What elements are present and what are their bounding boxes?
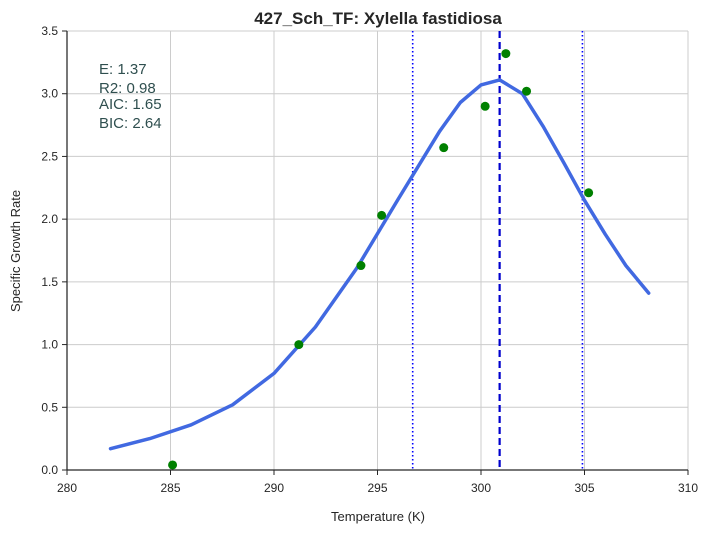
data-points [168, 49, 594, 470]
x-ticks: 280 285 290 295 300 305 310 [57, 470, 698, 495]
x-tick-label: 290 [264, 481, 284, 495]
stat-r2: R2: 0.98 [99, 80, 156, 97]
y-axis-title: Specific Growth Rate [8, 190, 23, 312]
x-tick-label: 305 [574, 481, 594, 495]
x-tick-label: 295 [367, 481, 387, 495]
x-tick-label: 300 [471, 481, 491, 495]
stat-bic: BIC: 2.64 [99, 115, 162, 132]
chart-title: 427_Sch_TF: Xylella fastidiosa [254, 9, 502, 28]
data-point [377, 210, 387, 220]
y-tick-label: 3.5 [41, 24, 58, 38]
x-axis-title: Temperature (K) [331, 509, 425, 524]
x-tick-label: 285 [160, 481, 180, 495]
data-point [294, 340, 304, 350]
x-tick-label: 280 [57, 481, 77, 495]
x-tick-label: 310 [678, 481, 698, 495]
data-point [480, 101, 490, 111]
y-ticks: 0.0 0.5 1.0 1.5 2.0 2.5 3.0 3.5 [41, 24, 67, 477]
y-tick-label: 2.5 [41, 149, 58, 163]
data-point [439, 143, 449, 153]
y-tick-label: 2.0 [41, 212, 58, 226]
data-point [584, 188, 594, 198]
stats-box: E: 1.37 R2: 0.98 AIC: 1.65 BIC: 2.64 [99, 61, 162, 132]
grid [67, 30, 689, 470]
y-tick-label: 3.0 [41, 87, 58, 101]
y-tick-label: 0.0 [41, 463, 58, 477]
fit-curve [108, 78, 651, 451]
data-point [168, 460, 178, 470]
fit-curve-layer [108, 78, 651, 451]
data-point [522, 86, 532, 96]
data-point [356, 261, 366, 271]
data-point [501, 49, 511, 59]
stat-aic: AIC: 1.65 [99, 96, 162, 113]
y-tick-label: 0.5 [41, 400, 58, 414]
y-tick-label: 1.5 [41, 275, 58, 289]
reference-lines [411, 31, 584, 470]
stat-e: E: 1.37 [99, 61, 147, 78]
y-tick-label: 1.0 [41, 338, 58, 352]
